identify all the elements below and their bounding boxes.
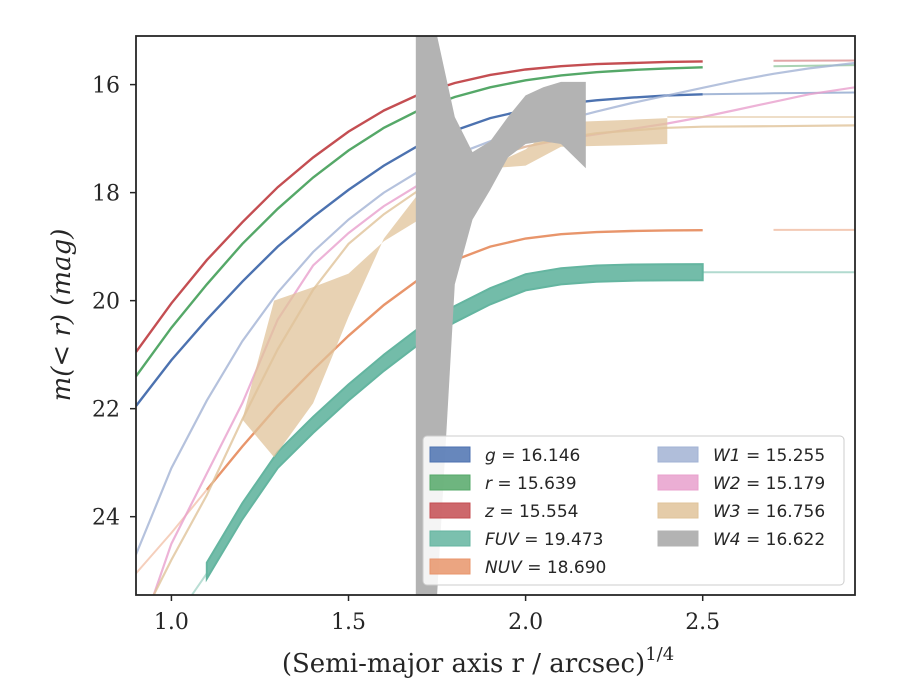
legend-label-r: r = 15.639: [485, 474, 577, 494]
y-tick-label: 18: [92, 182, 120, 207]
legend-label-g: g = 16.146: [485, 446, 580, 466]
x-axis-title: (Semi-major axis r / arcsec)1/4: [282, 644, 674, 679]
legend-swatch-g: [429, 446, 471, 463]
y-tick-label: 16: [92, 74, 120, 99]
y-tick-label: 24: [92, 506, 120, 531]
legend-label-w1: W1 = 15.255: [713, 446, 825, 466]
x-tick-label: 1.5: [331, 610, 366, 635]
legend-label-z: z = 15.554: [484, 502, 578, 522]
legend-swatch-z: [429, 502, 471, 519]
series-fuv-inner-faint: [190, 572, 208, 595]
legend-swatch-r: [429, 474, 471, 491]
legend-label-w4: W4 = 16.622: [713, 530, 825, 550]
series-g-faint: [702, 91, 855, 96]
y-tick-label: 20: [92, 290, 120, 315]
legend-swatch-w4: [657, 530, 699, 547]
x-tick-label: 2.0: [508, 610, 543, 635]
legend-swatch-w1: [657, 446, 699, 463]
x-tick-label: 2.5: [685, 610, 720, 635]
plot-frame: [135, 35, 856, 596]
x-tick-label: 1.0: [154, 610, 189, 635]
legend: g = 16.146 r = 15.639 z = 15.554 FUV = 19.4…: [422, 435, 845, 586]
legend-label-w3: W3 = 16.756: [713, 502, 825, 522]
axis-ticks: 1.0 1.5 2.0 2.5 16 18 20 22 24: [92, 74, 720, 635]
legend-swatch-fuv: [429, 530, 471, 547]
legend-swatch-w2: [657, 474, 699, 491]
plot-area: [136, 36, 855, 595]
series-w3-band: [153, 118, 668, 595]
legend-label-w2: W2 = 15.179: [713, 474, 825, 494]
legend-swatch-nuv: [429, 558, 471, 575]
legend-box: [422, 435, 845, 586]
series-nuv-inner-faint: [136, 489, 208, 575]
legend-swatch-w3: [657, 502, 699, 519]
series-fuv-line: [205, 263, 704, 583]
legend-label-fuv: FUV = 19.473: [485, 530, 603, 550]
series-w4-band: [415, 36, 586, 595]
legend-label-nuv: NUV = 18.690: [485, 558, 606, 578]
y-tick-label: 22: [92, 398, 120, 423]
y-axis-title: m(< r) (mag): [47, 229, 77, 402]
